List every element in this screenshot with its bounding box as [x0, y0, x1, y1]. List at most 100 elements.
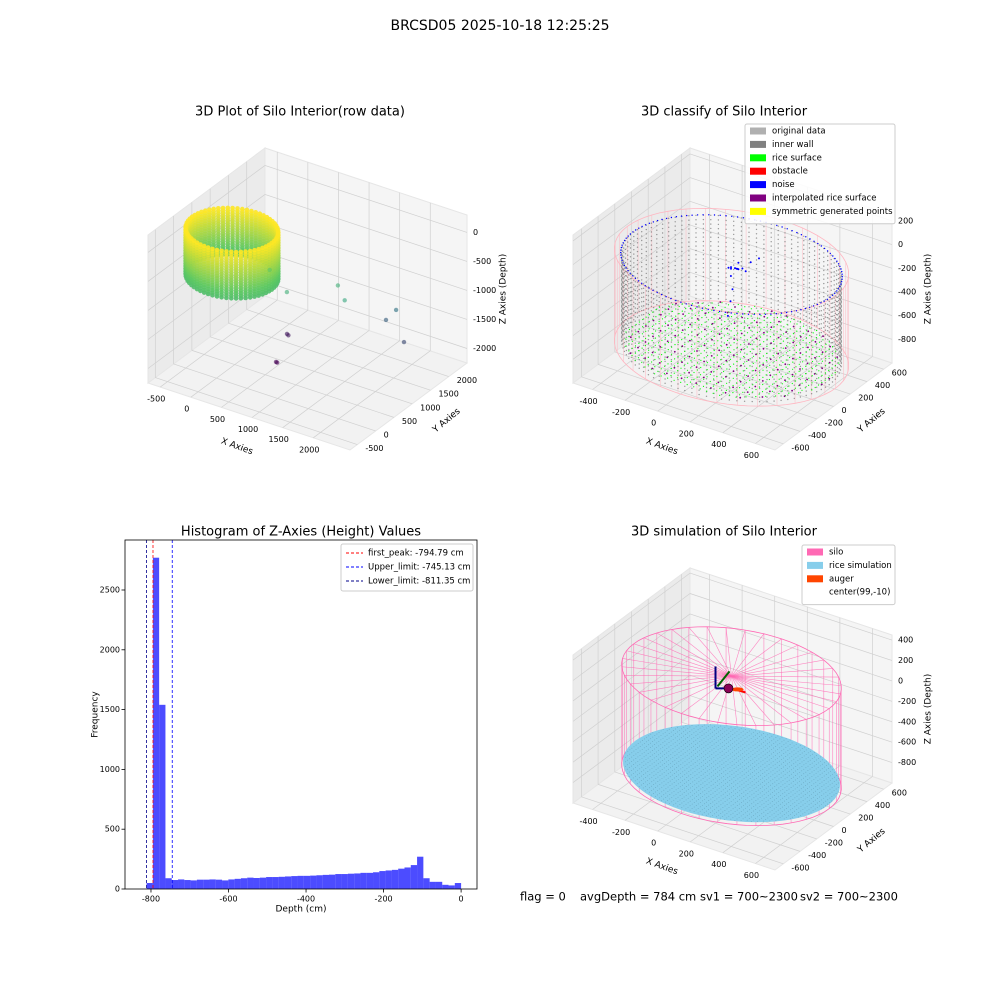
wall-point: [695, 254, 697, 256]
surface-point: [689, 307, 692, 310]
wall-point: [647, 330, 650, 332]
wall-point: [641, 274, 643, 277]
silo-lid: [688, 627, 732, 677]
wall-point: [674, 286, 676, 289]
surface-point: [635, 338, 637, 340]
wall-point: [695, 298, 697, 300]
wall-point: [702, 262, 705, 265]
rice-mesh-point: [686, 750, 688, 752]
surface-point: [835, 350, 837, 352]
surface-point: [704, 314, 706, 316]
rice-mesh-point: [664, 736, 666, 738]
bar: [203, 879, 210, 889]
wall-point: [790, 287, 793, 289]
wall-point: [623, 251, 625, 254]
surface-point: [638, 350, 640, 352]
rice-mesh-point: [637, 752, 639, 753]
wall-point: [638, 306, 640, 308]
legend-swatch: [750, 154, 766, 162]
wall-point: [836, 371, 839, 373]
wall-point: [705, 343, 708, 345]
rice-mesh-point: [642, 787, 644, 789]
rice-mesh-point: [684, 747, 686, 749]
wall-point: [831, 320, 834, 322]
surface-point: [666, 372, 668, 375]
wall-point: [625, 284, 628, 286]
wall-point: [625, 336, 628, 338]
wall-point: [740, 261, 743, 263]
wall-point: [658, 371, 660, 373]
wall-point: [823, 282, 825, 285]
wall-point: [820, 380, 822, 382]
wall-point: [633, 244, 635, 247]
rice-mesh-point: [699, 732, 701, 734]
surface-point: [726, 368, 728, 370]
surface-point: [710, 330, 713, 333]
surface-point: [765, 374, 767, 376]
rice-mesh-point: [701, 743, 703, 745]
rice-mesh-point: [680, 763, 682, 765]
wall-point: [799, 396, 802, 398]
wall-point: [758, 392, 761, 394]
wall-point: [677, 322, 679, 324]
wall-point: [736, 369, 738, 371]
surface-point: [674, 318, 677, 321]
rice-mesh-point: [719, 752, 721, 754]
data-point: [737, 261, 740, 264]
surface-point: [782, 369, 784, 371]
wall-point: [836, 318, 839, 320]
surface-point: [798, 370, 800, 372]
rice-mesh-point: [660, 752, 662, 754]
wall-point: [641, 231, 643, 233]
wall-point: [830, 263, 832, 265]
wall-point: [805, 381, 807, 383]
wall-point: [813, 307, 816, 309]
surface-point: [703, 350, 706, 352]
rice-mesh-point: [653, 761, 655, 763]
wall-point: [810, 353, 813, 355]
wall-point: [695, 214, 697, 217]
surface-point: [671, 332, 673, 334]
wall-point: [650, 248, 653, 251]
wall-point: [629, 251, 632, 254]
noise-point: [781, 226, 783, 228]
wall-point: [633, 306, 635, 308]
wall-point: [628, 322, 630, 324]
wall-point: [641, 261, 643, 264]
wall-point: [641, 292, 643, 294]
rice-mesh-point: [647, 784, 648, 786]
bar: [316, 875, 323, 889]
wall-point: [763, 243, 765, 245]
bar: [335, 874, 342, 889]
wall-point: [621, 271, 623, 273]
wall-point: [634, 307, 636, 309]
wall-point: [623, 286, 625, 289]
surface-point: [740, 344, 742, 346]
wall-point: [695, 262, 697, 265]
surface-point: [818, 355, 820, 358]
rice-mesh-point: [631, 756, 633, 758]
wall-point: [836, 301, 839, 303]
rice-mesh-point: [699, 741, 701, 742]
surface-point: [655, 316, 657, 318]
plot-frame: [124, 539, 478, 890]
rice-mesh-point: [661, 800, 662, 802]
wall-point: [838, 306, 840, 309]
rice-mesh-point: [665, 792, 667, 794]
surface-point: [716, 383, 718, 385]
rice-mesh-point: [718, 727, 720, 728]
surface-point: [801, 368, 804, 370]
wall-point: [650, 261, 653, 264]
wall-point: [777, 243, 779, 245]
wall-point: [808, 269, 811, 271]
grid-line: [191, 350, 394, 418]
wall-point: [702, 245, 705, 247]
surface-point: [628, 328, 631, 331]
surface-point: [698, 305, 700, 307]
wall-point: [684, 368, 686, 370]
wall-point: [628, 305, 630, 307]
wall-point: [763, 278, 765, 280]
wall-point: [823, 331, 825, 333]
rice-mesh-point: [715, 737, 717, 739]
surface-point: [758, 386, 761, 388]
